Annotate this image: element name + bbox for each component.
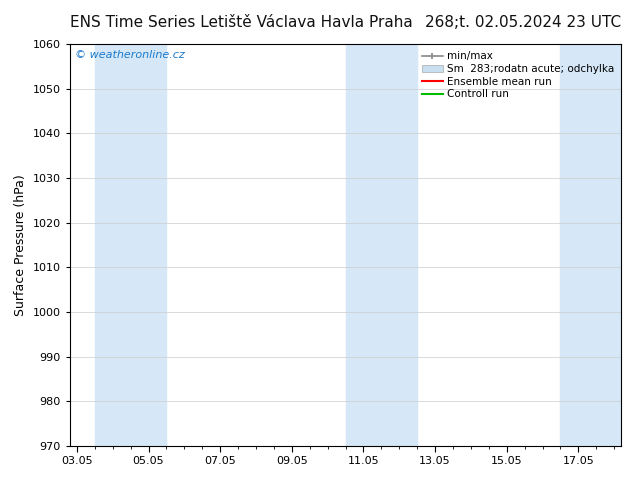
Bar (95, 44, 167, 446)
Text: © weatheronline.cz: © weatheronline.cz (75, 50, 185, 60)
Bar (346, 44, 417, 446)
Legend: min/max, Sm  283;rodatn acute; odchylka, Ensemble mean run, Controll run: min/max, Sm 283;rodatn acute; odchylka, … (420, 49, 616, 101)
Bar (560, 44, 621, 446)
Text: 268;t. 02.05.2024 23 UTC: 268;t. 02.05.2024 23 UTC (425, 15, 621, 30)
Y-axis label: Surface Pressure (hPa): Surface Pressure (hPa) (14, 174, 27, 316)
Text: ENS Time Series Letiště Václava Havla Praha: ENS Time Series Letiště Václava Havla Pr… (70, 15, 413, 30)
